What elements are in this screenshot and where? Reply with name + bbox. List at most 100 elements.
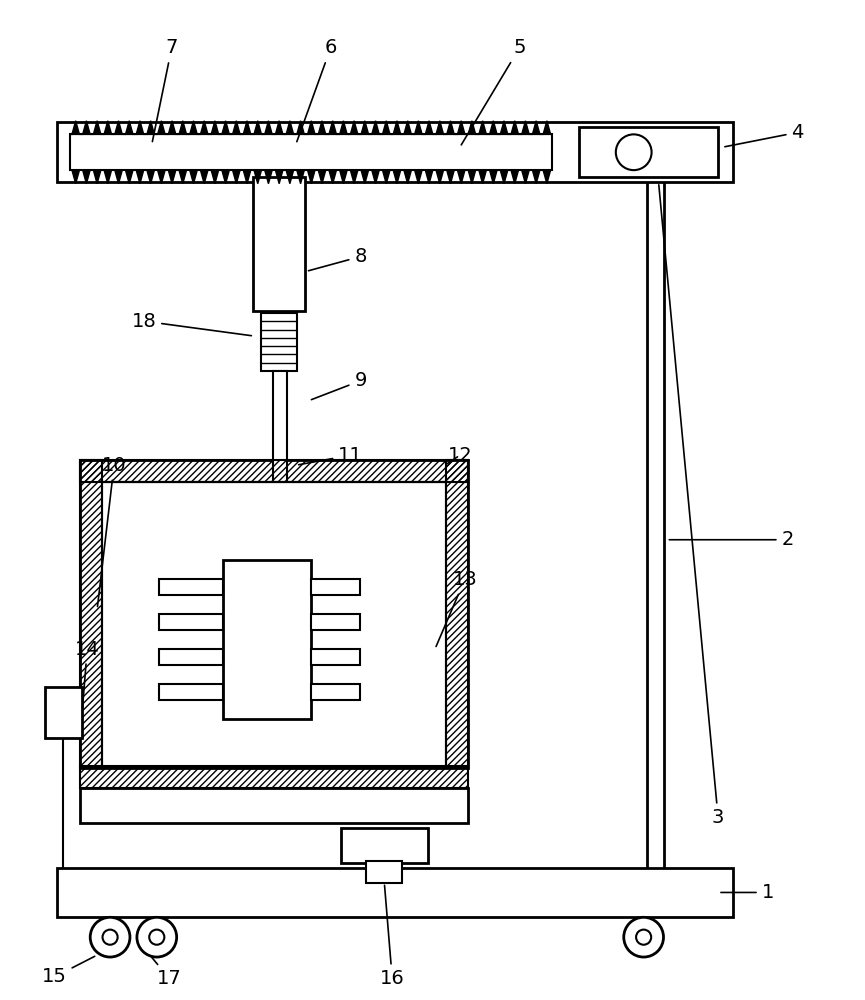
Polygon shape bbox=[424, 121, 434, 134]
Bar bbox=[102, 482, 446, 768]
Polygon shape bbox=[434, 121, 445, 134]
Bar bbox=[44, 687, 82, 738]
Bar bbox=[311, 579, 361, 595]
Polygon shape bbox=[124, 121, 135, 134]
Bar bbox=[159, 579, 223, 595]
Polygon shape bbox=[92, 121, 102, 134]
Polygon shape bbox=[188, 121, 199, 134]
Polygon shape bbox=[145, 170, 156, 184]
Polygon shape bbox=[317, 121, 327, 134]
Bar bbox=[311, 614, 361, 630]
Bar bbox=[57, 122, 733, 182]
Bar bbox=[446, 460, 468, 768]
Polygon shape bbox=[124, 170, 135, 184]
Polygon shape bbox=[520, 170, 531, 184]
Polygon shape bbox=[338, 170, 349, 184]
Polygon shape bbox=[231, 121, 241, 134]
Polygon shape bbox=[263, 121, 274, 134]
Polygon shape bbox=[188, 170, 199, 184]
Bar bbox=[159, 614, 223, 630]
Polygon shape bbox=[199, 121, 209, 134]
Text: 3: 3 bbox=[659, 185, 724, 827]
Polygon shape bbox=[402, 121, 413, 134]
Polygon shape bbox=[327, 170, 338, 184]
Polygon shape bbox=[156, 121, 167, 134]
Polygon shape bbox=[488, 121, 499, 134]
Polygon shape bbox=[199, 170, 209, 184]
Polygon shape bbox=[274, 121, 285, 134]
Polygon shape bbox=[488, 170, 499, 184]
Polygon shape bbox=[370, 121, 381, 134]
Bar bbox=[159, 649, 223, 665]
Text: 16: 16 bbox=[380, 885, 405, 988]
Polygon shape bbox=[499, 170, 509, 184]
Polygon shape bbox=[70, 170, 81, 184]
Polygon shape bbox=[477, 170, 488, 184]
Polygon shape bbox=[145, 121, 156, 134]
Polygon shape bbox=[102, 170, 113, 184]
Text: 12: 12 bbox=[447, 446, 472, 465]
Bar bbox=[80, 460, 102, 768]
Polygon shape bbox=[381, 170, 392, 184]
Polygon shape bbox=[81, 121, 92, 134]
Bar bbox=[80, 460, 468, 482]
Text: 18: 18 bbox=[131, 312, 252, 336]
Polygon shape bbox=[477, 121, 488, 134]
Text: 5: 5 bbox=[461, 38, 526, 145]
Bar bbox=[311, 684, 361, 700]
Polygon shape bbox=[167, 121, 177, 134]
Bar bbox=[223, 560, 311, 719]
Polygon shape bbox=[102, 121, 113, 134]
Polygon shape bbox=[509, 170, 520, 184]
Text: 17: 17 bbox=[151, 957, 182, 988]
Polygon shape bbox=[413, 121, 424, 134]
Polygon shape bbox=[135, 170, 145, 184]
Polygon shape bbox=[306, 170, 317, 184]
Polygon shape bbox=[466, 121, 477, 134]
Circle shape bbox=[150, 930, 164, 945]
Bar bbox=[273, 371, 287, 738]
Polygon shape bbox=[434, 170, 445, 184]
Polygon shape bbox=[456, 121, 466, 134]
Bar bbox=[80, 460, 468, 482]
Bar bbox=[70, 134, 552, 170]
Circle shape bbox=[616, 134, 651, 170]
Bar bbox=[341, 828, 428, 863]
Polygon shape bbox=[456, 170, 466, 184]
Polygon shape bbox=[113, 121, 124, 134]
Circle shape bbox=[103, 930, 118, 945]
Bar bbox=[80, 766, 468, 788]
Polygon shape bbox=[113, 170, 124, 184]
Polygon shape bbox=[295, 121, 306, 134]
Polygon shape bbox=[349, 121, 360, 134]
Polygon shape bbox=[499, 121, 509, 134]
Polygon shape bbox=[167, 170, 177, 184]
Polygon shape bbox=[253, 121, 263, 134]
Polygon shape bbox=[360, 170, 370, 184]
Polygon shape bbox=[221, 170, 231, 184]
Polygon shape bbox=[445, 170, 456, 184]
Polygon shape bbox=[253, 170, 263, 184]
Polygon shape bbox=[241, 170, 253, 184]
Text: 2: 2 bbox=[670, 530, 794, 549]
Bar bbox=[579, 127, 718, 177]
Bar bbox=[159, 684, 223, 700]
Bar bbox=[261, 313, 297, 371]
Bar bbox=[311, 649, 361, 665]
Text: 1: 1 bbox=[721, 883, 774, 902]
Polygon shape bbox=[177, 121, 188, 134]
Polygon shape bbox=[177, 170, 188, 184]
Polygon shape bbox=[445, 121, 456, 134]
Polygon shape bbox=[231, 170, 241, 184]
Polygon shape bbox=[531, 121, 541, 134]
Bar bbox=[367, 861, 402, 883]
Polygon shape bbox=[81, 170, 92, 184]
Polygon shape bbox=[306, 121, 317, 134]
Polygon shape bbox=[327, 121, 338, 134]
Polygon shape bbox=[285, 170, 295, 184]
Bar bbox=[446, 460, 468, 768]
Polygon shape bbox=[520, 121, 531, 134]
Text: 11: 11 bbox=[298, 446, 363, 465]
Polygon shape bbox=[531, 170, 541, 184]
Text: 13: 13 bbox=[436, 570, 477, 646]
